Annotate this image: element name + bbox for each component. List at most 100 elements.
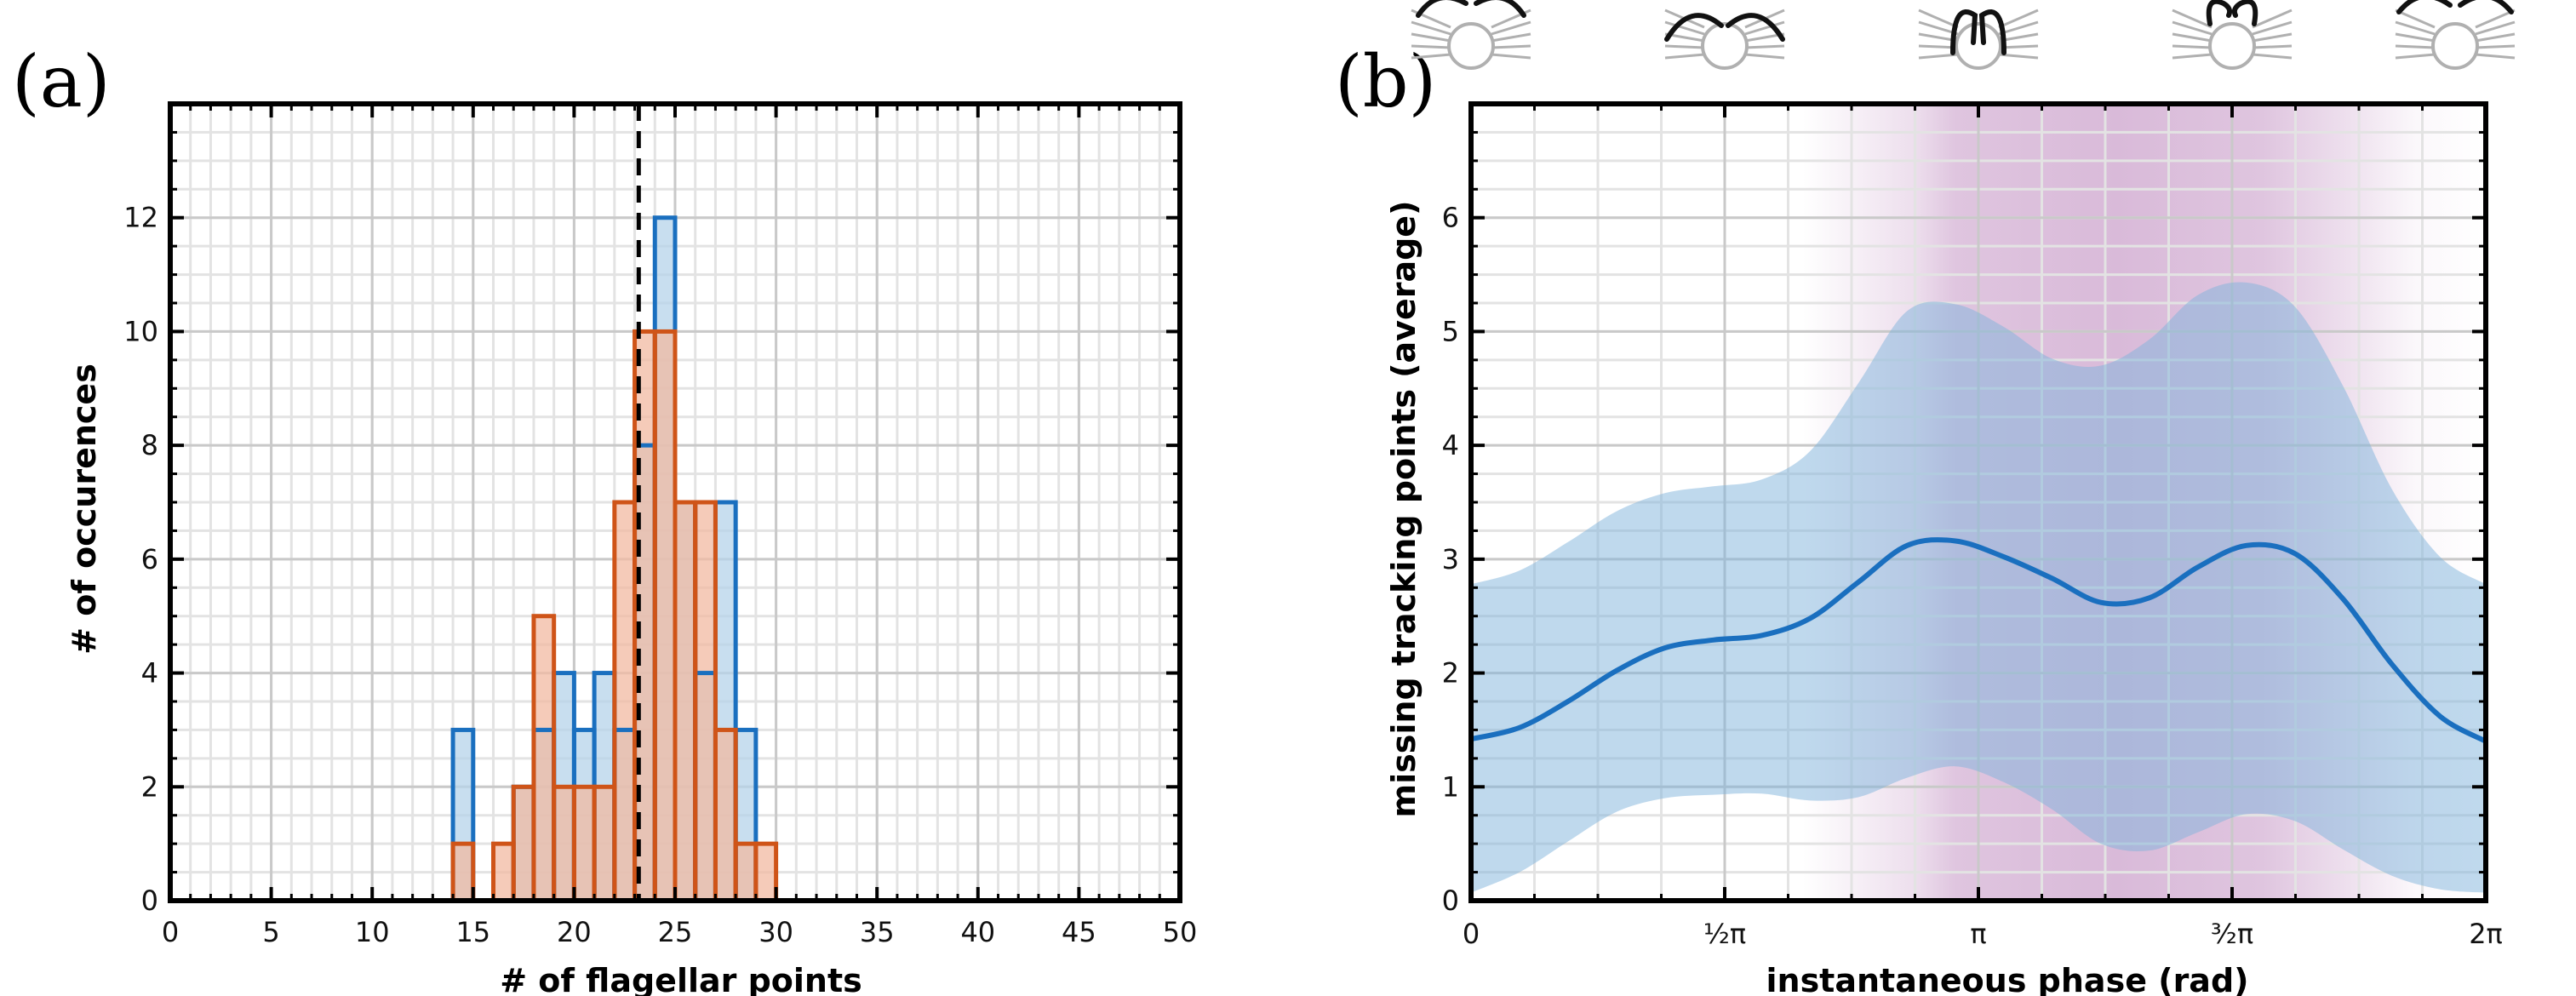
histogram-bar: [614, 502, 635, 901]
y-tick-label: 4: [141, 657, 158, 690]
y-tick-label: 12: [123, 202, 158, 234]
x-tick-label: 0: [162, 916, 179, 948]
cell-hair: [1664, 44, 1705, 49]
cell-hair: [2172, 20, 2212, 36]
x-tick-label: 45: [1062, 916, 1096, 948]
cell-hair: [1744, 53, 1785, 60]
cell-hair: [2172, 32, 2212, 43]
x-tick-label: ³⁄₂π: [2211, 918, 2253, 950]
x-tick-label: 30: [758, 916, 793, 948]
flagella: [1416, 0, 1526, 18]
histogram-bar: [594, 787, 615, 901]
y-tick-label: 4: [1442, 429, 1459, 461]
histogram-panel: 0 5 10 15 20 25 30 35 40 45 50 0 2 4 6 8 10 12: [123, 101, 1198, 948]
cell-hair: [2395, 53, 2436, 60]
x-tick-label: 20: [557, 916, 592, 948]
histogram-bar: [453, 844, 473, 901]
y-tick-label: 0: [141, 884, 158, 917]
cell-hair: [2252, 53, 2293, 60]
cell-hair: [1664, 20, 1705, 36]
histogram-bar: [715, 730, 736, 901]
cell-hair: [2395, 32, 2436, 43]
cell-body: [1955, 22, 2002, 70]
cell-hair: [1918, 9, 1959, 29]
y-tick-label: 2: [1442, 657, 1459, 690]
x-tick-label: 25: [658, 916, 693, 948]
cell-hair: [2172, 53, 2212, 60]
y-tick-label: 0: [1442, 884, 1459, 917]
cell-hair: [2252, 44, 2293, 49]
x-tick-label: 5: [262, 916, 279, 948]
cell-shape-icons: [1411, 0, 2516, 70]
cell-body: [2431, 22, 2479, 70]
y-tick-label: 6: [141, 543, 158, 575]
cell-body: [1701, 22, 1749, 70]
histogram-y-axis-label: # of occurences: [66, 363, 103, 655]
flagella: [2206, 0, 2258, 26]
cell-icon: [2172, 0, 2293, 70]
x-tick-label: 35: [860, 916, 895, 948]
cell-hair: [2252, 20, 2293, 36]
cell-icon: [1918, 9, 2039, 70]
x-tick-label: 0: [1463, 918, 1480, 950]
cell-hair: [2475, 53, 2516, 60]
cell-hair: [2252, 9, 2293, 29]
histogram-bar: [533, 615, 554, 901]
cell-hair: [2172, 9, 2212, 29]
cell-hair: [2475, 32, 2516, 43]
flagella: [1664, 13, 1785, 42]
cell-hair: [1744, 20, 1785, 36]
cell-hair: [1411, 44, 1451, 49]
histogram-bar: [493, 844, 514, 901]
cell-body: [1447, 22, 1495, 70]
cell-hair: [1491, 20, 1531, 36]
cell-hair: [1918, 20, 1959, 36]
cell-icon: [2395, 0, 2516, 70]
x-tick-label: 50: [1163, 916, 1198, 948]
histogram-bar: [553, 787, 575, 901]
y-tick-label: 1: [1442, 770, 1459, 803]
flagella: [2396, 0, 2514, 14]
x-tick-label: 10: [355, 916, 390, 948]
phase-panel: 0 ½π π ³⁄₂π 2π 0 1 2 3 4 5 6: [1442, 101, 2503, 950]
cell-hair: [2395, 20, 2436, 36]
x-tick-label: ½π: [1703, 918, 1746, 950]
cell-hair: [2395, 9, 2436, 29]
phase-x-axis-label: instantaneous phase (rad): [1766, 962, 2248, 996]
cell-hair: [1998, 53, 2039, 60]
y-tick-label: 5: [1442, 315, 1459, 347]
cell-hair: [1998, 20, 2039, 36]
flagella: [1950, 9, 2006, 55]
x-tick-label: π: [1970, 918, 1986, 950]
x-tick-label: 40: [960, 916, 995, 948]
cell-hair: [1491, 44, 1531, 49]
cell-hair: [2395, 44, 2436, 49]
cell-hair: [1411, 32, 1451, 43]
mean-line: [1470, 537, 2487, 744]
cell-icon: [1411, 0, 1531, 70]
y-tick-label: 8: [141, 429, 158, 461]
cell-hair: [1918, 53, 1959, 60]
histogram-x-axis-label: # of flagellar points: [500, 962, 862, 996]
x-tick-label: 2π: [2469, 918, 2503, 950]
panel-a-label: (a): [12, 40, 111, 123]
cell-hair: [1744, 44, 1785, 49]
cell-hair: [1664, 53, 1705, 60]
cell-hair: [1491, 53, 1531, 60]
cell-hair: [2475, 9, 2516, 29]
y-tick-label: 2: [141, 770, 158, 803]
cell-hair: [1411, 20, 1451, 36]
cell-hair: [2252, 32, 2293, 43]
cell-icon: [1664, 9, 1785, 70]
histogram-bar: [736, 844, 756, 901]
panel-b-label: (b): [1335, 40, 1436, 123]
histogram-bar: [513, 787, 534, 901]
histogram-bar: [675, 502, 696, 901]
y-tick-label: 6: [1442, 202, 1459, 234]
histogram-bar: [695, 502, 716, 901]
histogram-bar: [574, 787, 595, 901]
x-tick-label: 15: [455, 916, 490, 948]
phase-y-axis-label: missing tracking points (average): [1385, 201, 1423, 818]
cell-hair: [2475, 20, 2516, 36]
